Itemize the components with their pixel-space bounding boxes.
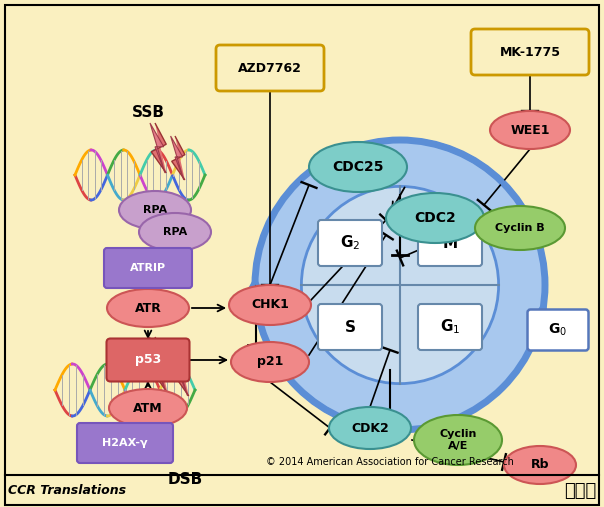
Text: SSB: SSB [132, 104, 164, 120]
Text: AZD7762: AZD7762 [238, 61, 302, 75]
FancyBboxPatch shape [471, 29, 589, 75]
FancyBboxPatch shape [418, 220, 482, 266]
Text: CHK1: CHK1 [251, 299, 289, 311]
Polygon shape [151, 337, 167, 393]
FancyBboxPatch shape [527, 309, 588, 350]
Polygon shape [149, 337, 166, 393]
Text: ATM: ATM [133, 402, 163, 415]
Ellipse shape [504, 446, 576, 484]
FancyBboxPatch shape [106, 339, 190, 381]
Ellipse shape [414, 415, 502, 465]
Text: S: S [344, 319, 356, 335]
Text: p53: p53 [135, 353, 161, 367]
Text: H2AX-γ: H2AX-γ [102, 438, 148, 448]
Text: CDK2: CDK2 [351, 421, 389, 434]
Polygon shape [170, 136, 184, 180]
Ellipse shape [107, 289, 189, 327]
Text: CDC25: CDC25 [332, 160, 384, 174]
FancyBboxPatch shape [318, 220, 382, 266]
Text: G$_2$: G$_2$ [340, 234, 360, 252]
Text: WEE1: WEE1 [510, 124, 550, 136]
Text: Cyclin B: Cyclin B [495, 223, 545, 233]
Text: ATRIP: ATRIP [130, 263, 166, 273]
Text: Rb: Rb [531, 458, 549, 472]
Text: G$_1$: G$_1$ [440, 318, 460, 336]
FancyBboxPatch shape [318, 304, 382, 350]
FancyBboxPatch shape [104, 248, 192, 288]
Text: © 2014 American Association for Cancer Research: © 2014 American Association for Cancer R… [266, 457, 514, 467]
Ellipse shape [329, 407, 411, 449]
Text: ATR: ATR [135, 302, 161, 314]
Polygon shape [175, 348, 189, 396]
Polygon shape [151, 123, 166, 173]
Text: G$_0$: G$_0$ [548, 322, 568, 338]
Ellipse shape [475, 206, 565, 250]
Text: CDC2: CDC2 [414, 211, 456, 225]
Ellipse shape [231, 342, 309, 382]
Text: ℬℬℛ: ℬℬℛ [564, 482, 596, 500]
Text: p21: p21 [257, 355, 283, 369]
Ellipse shape [229, 285, 311, 325]
Polygon shape [173, 348, 188, 396]
Ellipse shape [139, 213, 211, 251]
Circle shape [255, 140, 545, 430]
FancyBboxPatch shape [418, 304, 482, 350]
Text: RPA: RPA [143, 205, 167, 215]
Circle shape [301, 187, 498, 384]
Text: RPA: RPA [163, 227, 187, 237]
Text: Cyclin
A/E: Cyclin A/E [439, 429, 477, 451]
FancyBboxPatch shape [77, 423, 173, 463]
Text: DSB: DSB [167, 473, 202, 488]
Ellipse shape [119, 191, 191, 229]
Ellipse shape [490, 111, 570, 149]
Text: M: M [443, 235, 458, 250]
Text: MK-1775: MK-1775 [500, 46, 561, 58]
FancyBboxPatch shape [216, 45, 324, 91]
Ellipse shape [109, 389, 187, 427]
Polygon shape [150, 123, 165, 173]
Polygon shape [172, 136, 185, 180]
Text: CCR Translations: CCR Translations [8, 485, 126, 497]
Ellipse shape [386, 193, 484, 243]
Ellipse shape [309, 142, 407, 192]
